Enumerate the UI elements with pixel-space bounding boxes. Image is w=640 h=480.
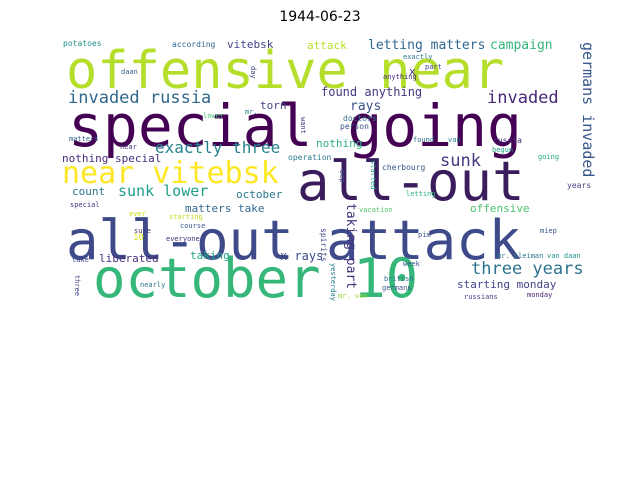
cloud-word: x rays (280, 249, 323, 263)
cloud-word: cherbourg (382, 163, 426, 172)
figure-title: 1944-06-23 (279, 9, 361, 25)
cloud-word: starting (169, 213, 203, 221)
cloud-word: monday (527, 291, 552, 299)
cloud-word: daan (121, 68, 138, 76)
cloud-word: october 10 (93, 247, 418, 310)
cloud-word: germans (382, 284, 412, 292)
cloud-word: special (70, 201, 100, 209)
cloud-word: letting (406, 190, 436, 198)
cloud-word: near (120, 143, 137, 151)
cloud-word: found anything (321, 85, 422, 99)
cloud-word: started (369, 160, 377, 190)
cloud-word: found (413, 136, 434, 144)
cloud-word: matters (69, 135, 99, 143)
cloud-word: part (425, 63, 442, 71)
cloud-word: doctors (343, 114, 377, 123)
cloud-word: letting matters (368, 38, 485, 53)
cloud-word: pim (418, 231, 431, 239)
cloud-word: mr. kleiman (497, 252, 543, 260)
cloud-word: three years (471, 259, 584, 279)
cloud-word: van (448, 136, 461, 144)
cloud-word: want (299, 117, 307, 134)
cloud-word: x (409, 65, 416, 78)
cloud-word: mr. van (338, 292, 368, 300)
cloud-word: nothing special (62, 152, 161, 165)
cloud-word: nearly (140, 281, 165, 289)
cloud-word: campaign (490, 38, 553, 53)
cloud-word: day (249, 66, 257, 79)
cloud-word: offensive near (66, 41, 504, 101)
cloud-word: sunk lower (118, 182, 208, 200)
cloud-word: mr. (245, 108, 258, 116)
cloud-word: rays (350, 99, 381, 114)
cloud-word: van daan (547, 252, 581, 260)
cloud-word: special going (68, 92, 522, 160)
cloud-word: nothing (316, 137, 362, 150)
cloud-word: exactly (403, 53, 433, 61)
cloud-word: course (180, 222, 205, 230)
cloud-word: years (567, 181, 591, 190)
cloud-word: anything (383, 73, 417, 81)
cloud-word: sure (134, 227, 151, 235)
cloud-word: operation (288, 153, 332, 162)
cloud-word: 10 (133, 233, 144, 243)
cloud-word: russians (464, 293, 498, 301)
cloud-word: yesterday (329, 263, 337, 301)
cloud-word: ever (129, 210, 146, 218)
cloud-word: spirits (319, 228, 328, 262)
cloud-word: offensive (470, 202, 530, 215)
cloud-word: three (73, 275, 81, 296)
cloud-word: taking (190, 249, 230, 262)
cloud-word: bep (338, 170, 346, 183)
cloud-word: sunk (440, 151, 481, 171)
cloud-word: person (340, 122, 369, 131)
cloud-word: invaded russia (68, 88, 211, 108)
cloud-word: according (172, 40, 216, 49)
cloud-word: potatoes (63, 39, 102, 48)
cloud-word: russia (493, 136, 522, 145)
cloud-word: take (72, 256, 89, 264)
cloud-word: miep (540, 227, 557, 235)
cloud-word: starting monday (457, 278, 557, 291)
cloud-word: germans invaded (579, 42, 597, 177)
cloud-word: lower (203, 112, 224, 120)
cloud-word: invaded (487, 88, 559, 108)
cloud-word: everyone (166, 235, 200, 243)
cloud-word: going (538, 153, 559, 161)
cloud-word: begun (492, 146, 513, 154)
cloud-word: british (384, 275, 414, 283)
cloud-word: exactly three (155, 138, 280, 157)
cloud-word: taking part (343, 203, 358, 289)
cloud-word: attack (307, 39, 347, 52)
cloud-word: near vitebsk (62, 156, 279, 191)
cloud-word: liberated (99, 252, 159, 265)
cloud-word: vacation (359, 206, 393, 214)
cloud-word: count (72, 185, 105, 198)
cloud-word: all-out attack (66, 209, 521, 272)
cloud-word: torn (260, 99, 287, 112)
cloud-word: week (403, 260, 421, 268)
cloud-word: vitebsk (227, 38, 274, 51)
cloud-word: october (236, 188, 283, 201)
cloud-word: matters take (185, 202, 264, 215)
cloud-word: all-out (297, 150, 525, 213)
